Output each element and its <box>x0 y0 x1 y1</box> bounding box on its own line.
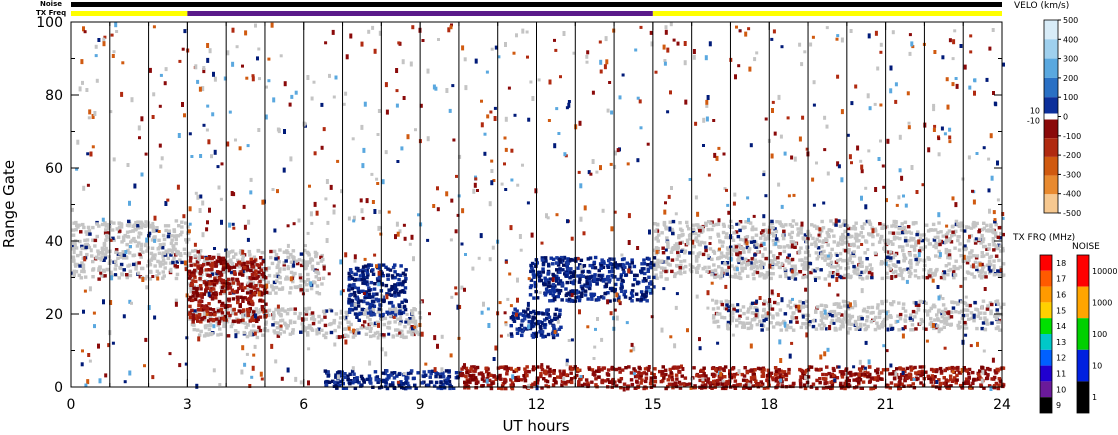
y-tick-label-100: 100 <box>36 15 63 31</box>
plot-area: 0 3 6 9 12 15 18 21 24 0 20 40 60 80 100 <box>36 15 1011 413</box>
noise-colorbar: 10000 1000 100 10 1 <box>1076 254 1117 414</box>
region-negative-10 <box>187 255 269 324</box>
x-tick-label-18: 18 <box>760 397 778 413</box>
txfreq-label-6: 12 <box>1056 354 1066 363</box>
txfreq-label-5: 13 <box>1056 338 1066 347</box>
noise-bar <box>71 2 1002 7</box>
txfreq-segment-0 <box>71 11 188 16</box>
velocity-label-8: -300 <box>1063 170 1081 179</box>
velocity-label-0: 500 <box>1063 16 1078 25</box>
txfreq-segment-1 <box>187 11 653 16</box>
txfreq-label-0: 18 <box>1056 259 1066 268</box>
txfreq-bar <box>71 11 1002 16</box>
region-positive-6 <box>323 369 463 391</box>
x-tick-label-6: 6 <box>299 397 308 413</box>
y-tick-label-0: 0 <box>54 380 63 396</box>
x-axis-label: UT hours <box>502 417 569 435</box>
noise-bar-label: Noise <box>40 0 62 8</box>
noise-label-2: 100 <box>1092 330 1107 339</box>
txfreq-colorbar: 18 17 16 15 14 13 12 11 10 9 <box>1039 254 1066 414</box>
y-tick-label-20: 20 <box>45 307 63 323</box>
txfreq-label-9: 9 <box>1056 401 1061 410</box>
noise-label-4: 1 <box>1092 393 1097 402</box>
noise-colorbar-title: NOISE <box>1072 242 1100 252</box>
x-tick-label-12: 12 <box>528 397 546 413</box>
txfreq-label-7: 11 <box>1056 370 1066 379</box>
scatter-layer <box>71 22 1006 392</box>
sparse-echoes <box>71 22 1005 392</box>
velocity-label-9: -400 <box>1063 190 1081 199</box>
region-ground-3 <box>653 219 1006 281</box>
txfreq-label-3: 15 <box>1056 306 1066 315</box>
txfreq-label-1: 17 <box>1056 275 1066 284</box>
velocity-label-4: 100 <box>1063 93 1078 102</box>
txfreq-segment-2 <box>652 11 1002 16</box>
txfreq-label-8: 10 <box>1056 385 1066 394</box>
y-tick-label-60: 60 <box>45 161 63 177</box>
velocity-label-3: 200 <box>1063 74 1078 83</box>
velocity-label-7: -200 <box>1063 151 1081 160</box>
region-ground-0 <box>71 219 191 281</box>
x-tick-label-15: 15 <box>644 397 662 413</box>
y-tick-label-80: 80 <box>45 88 63 104</box>
y-axis-ticks: 0 20 40 60 80 100 <box>36 15 1002 396</box>
x-tick-label-24: 24 <box>993 397 1011 413</box>
velocity-label-6: -100 <box>1063 132 1081 141</box>
velocity-extra-label-0: 10 <box>1030 107 1040 116</box>
noise-label-0: 10000 <box>1092 267 1117 276</box>
txfreq-bar-label: TX Freq <box>36 9 66 17</box>
txfreq-label-4: 14 <box>1056 322 1066 331</box>
velocity-colorbar-title: VELO (km/s) <box>1014 1 1069 11</box>
velocity-label-2: 300 <box>1063 55 1078 64</box>
x-tick-label-9: 9 <box>416 397 425 413</box>
y-tick-label-40: 40 <box>45 234 63 250</box>
txfreq-label-2: 16 <box>1056 291 1066 300</box>
velocity-label-10: -500 <box>1063 209 1081 218</box>
x-tick-label-21: 21 <box>877 397 895 413</box>
velocity-colorbar: 500 400 300 200 100 0 -100 -200 -300 -400 -500 10-1… <box>1027 16 1081 218</box>
velocity-extra-label-1: -10 <box>1027 117 1040 126</box>
region-ground-4 <box>711 299 1006 332</box>
noise-label-3: 10 <box>1092 362 1102 371</box>
velocity-label-5: 0 <box>1063 113 1068 122</box>
x-tick-label-3: 3 <box>183 397 192 413</box>
velocity-label-1: 400 <box>1063 35 1078 44</box>
region-positive-8 <box>509 307 563 340</box>
txfreq-colorbar-title: TX FRQ (MHz) <box>1012 233 1075 243</box>
region-positive-5 <box>347 263 408 318</box>
x-tick-label-0: 0 <box>67 397 76 413</box>
y-axis-label: Range Gate <box>0 160 18 248</box>
x-axis-ticks: 0 3 6 9 12 15 18 21 24 <box>67 22 1011 413</box>
noise-label-1: 1000 <box>1092 298 1112 307</box>
scan-boundary-lines <box>109 22 964 387</box>
